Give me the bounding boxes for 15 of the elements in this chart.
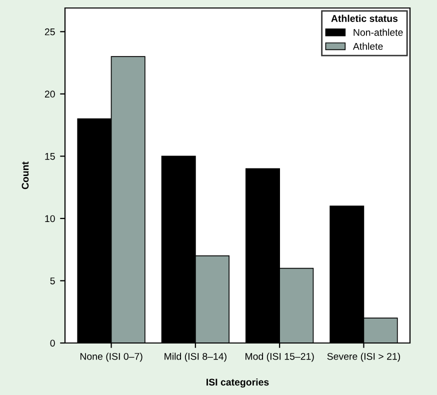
- x-axis-title: ISI categories: [206, 378, 269, 388]
- y-tick-label: 0: [50, 340, 55, 347]
- y-tick-label: 15: [45, 153, 55, 160]
- y-tick-label: 25: [44, 28, 55, 36]
- legend-label: Athlete: [352, 42, 383, 50]
- x-tick-label: Mod (ISI 15–21): [246, 352, 314, 362]
- y-axis-title: Count: [22, 162, 29, 190]
- x-tick-label: Severe (ISI > 21): [327, 352, 400, 362]
- x-tick-label: None (ISI 0–7): [80, 352, 142, 362]
- y-tick-label: 10: [45, 215, 55, 222]
- y-tick-label: 20: [44, 90, 55, 98]
- y-tick-label: 5: [50, 278, 55, 284]
- legend-title: Athletic status: [331, 14, 398, 22]
- x-tick-label: Mild (ISI 8–14): [164, 352, 226, 362]
- legend-label: Non-athlete: [354, 28, 403, 36]
